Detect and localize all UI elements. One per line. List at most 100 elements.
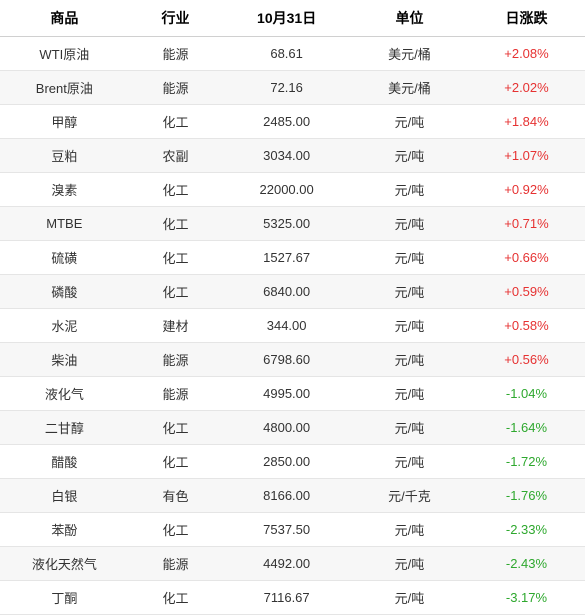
- cell-price: 5325.00: [222, 207, 351, 241]
- cell-change: +0.56%: [468, 343, 585, 377]
- cell-change: -2.43%: [468, 547, 585, 581]
- cell-unit: 元/吨: [351, 445, 468, 479]
- cell-price: 344.00: [222, 309, 351, 343]
- table-row: 硫磺化工1527.67元/吨+0.66%: [0, 241, 585, 275]
- table-row: 苯酚化工7537.50元/吨-2.33%: [0, 513, 585, 547]
- cell-product: 硫磺: [0, 241, 129, 275]
- table-row: 丁酮化工7116.67元/吨-3.17%: [0, 581, 585, 615]
- cell-change: +2.08%: [468, 37, 585, 71]
- cell-unit: 元/吨: [351, 241, 468, 275]
- cell-industry: 农副: [129, 139, 223, 173]
- cell-industry: 化工: [129, 445, 223, 479]
- cell-industry: 化工: [129, 411, 223, 445]
- cell-price: 72.16: [222, 71, 351, 105]
- cell-change: +0.66%: [468, 241, 585, 275]
- cell-product: 二甘醇: [0, 411, 129, 445]
- table-row: 溴素化工22000.00元/吨+0.92%: [0, 173, 585, 207]
- cell-price: 3034.00: [222, 139, 351, 173]
- table-row: 磷酸化工6840.00元/吨+0.59%: [0, 275, 585, 309]
- cell-product: 醋酸: [0, 445, 129, 479]
- cell-price: 1527.67: [222, 241, 351, 275]
- cell-unit: 元/吨: [351, 513, 468, 547]
- table-row: WTI原油能源68.61美元/桶+2.08%: [0, 37, 585, 71]
- cell-change: -1.72%: [468, 445, 585, 479]
- table-body: WTI原油能源68.61美元/桶+2.08%Brent原油能源72.16美元/桶…: [0, 37, 585, 615]
- cell-change: -3.17%: [468, 581, 585, 615]
- cell-product: 磷酸: [0, 275, 129, 309]
- cell-industry: 化工: [129, 581, 223, 615]
- header-unit: 单位: [351, 0, 468, 37]
- cell-unit: 元/吨: [351, 547, 468, 581]
- table-row: 甲醇化工2485.00元/吨+1.84%: [0, 105, 585, 139]
- cell-industry: 能源: [129, 343, 223, 377]
- header-date: 10月31日: [222, 0, 351, 37]
- cell-product: MTBE: [0, 207, 129, 241]
- cell-change: +2.02%: [468, 71, 585, 105]
- cell-price: 4995.00: [222, 377, 351, 411]
- cell-industry: 能源: [129, 71, 223, 105]
- header-change: 日涨跌: [468, 0, 585, 37]
- cell-unit: 元/吨: [351, 207, 468, 241]
- cell-unit: 元/吨: [351, 309, 468, 343]
- table-row: MTBE化工5325.00元/吨+0.71%: [0, 207, 585, 241]
- cell-product: 液化气: [0, 377, 129, 411]
- cell-change: -1.76%: [468, 479, 585, 513]
- cell-industry: 有色: [129, 479, 223, 513]
- cell-unit: 元/吨: [351, 173, 468, 207]
- cell-industry: 化工: [129, 513, 223, 547]
- cell-product: 液化天然气: [0, 547, 129, 581]
- cell-product: 白银: [0, 479, 129, 513]
- cell-product: 柴油: [0, 343, 129, 377]
- cell-industry: 建材: [129, 309, 223, 343]
- cell-change: -2.33%: [468, 513, 585, 547]
- cell-product: 丁酮: [0, 581, 129, 615]
- cell-price: 7537.50: [222, 513, 351, 547]
- cell-product: 苯酚: [0, 513, 129, 547]
- cell-industry: 能源: [129, 37, 223, 71]
- cell-unit: 元/吨: [351, 377, 468, 411]
- cell-price: 4492.00: [222, 547, 351, 581]
- cell-unit: 元/吨: [351, 139, 468, 173]
- cell-change: -1.04%: [468, 377, 585, 411]
- table-row: Brent原油能源72.16美元/桶+2.02%: [0, 71, 585, 105]
- cell-unit: 元/吨: [351, 343, 468, 377]
- table-row: 醋酸化工2850.00元/吨-1.72%: [0, 445, 585, 479]
- table-row: 液化气能源4995.00元/吨-1.04%: [0, 377, 585, 411]
- cell-product: Brent原油: [0, 71, 129, 105]
- table-row: 柴油能源6798.60元/吨+0.56%: [0, 343, 585, 377]
- table-row: 液化天然气能源4492.00元/吨-2.43%: [0, 547, 585, 581]
- cell-price: 4800.00: [222, 411, 351, 445]
- cell-unit: 元/吨: [351, 581, 468, 615]
- cell-price: 68.61: [222, 37, 351, 71]
- cell-change: +0.71%: [468, 207, 585, 241]
- cell-product: WTI原油: [0, 37, 129, 71]
- cell-industry: 化工: [129, 275, 223, 309]
- table-row: 豆粕农副3034.00元/吨+1.07%: [0, 139, 585, 173]
- cell-industry: 化工: [129, 105, 223, 139]
- cell-change: +1.84%: [468, 105, 585, 139]
- cell-product: 水泥: [0, 309, 129, 343]
- cell-price: 8166.00: [222, 479, 351, 513]
- cell-industry: 化工: [129, 207, 223, 241]
- cell-product: 豆粕: [0, 139, 129, 173]
- cell-product: 溴素: [0, 173, 129, 207]
- cell-product: 甲醇: [0, 105, 129, 139]
- cell-industry: 能源: [129, 547, 223, 581]
- cell-industry: 化工: [129, 241, 223, 275]
- cell-unit: 元/吨: [351, 275, 468, 309]
- commodity-table: 商品 行业 10月31日 单位 日涨跌 WTI原油能源68.61美元/桶+2.0…: [0, 0, 585, 615]
- table-row: 水泥建材344.00元/吨+0.58%: [0, 309, 585, 343]
- cell-price: 6798.60: [222, 343, 351, 377]
- cell-change: +1.07%: [468, 139, 585, 173]
- table-row: 白银有色8166.00元/千克-1.76%: [0, 479, 585, 513]
- cell-change: +0.59%: [468, 275, 585, 309]
- cell-price: 2485.00: [222, 105, 351, 139]
- cell-price: 22000.00: [222, 173, 351, 207]
- cell-unit: 美元/桶: [351, 37, 468, 71]
- cell-change: -1.64%: [468, 411, 585, 445]
- cell-price: 7116.67: [222, 581, 351, 615]
- cell-change: +0.58%: [468, 309, 585, 343]
- cell-unit: 元/千克: [351, 479, 468, 513]
- header-industry: 行业: [129, 0, 223, 37]
- cell-change: +0.92%: [468, 173, 585, 207]
